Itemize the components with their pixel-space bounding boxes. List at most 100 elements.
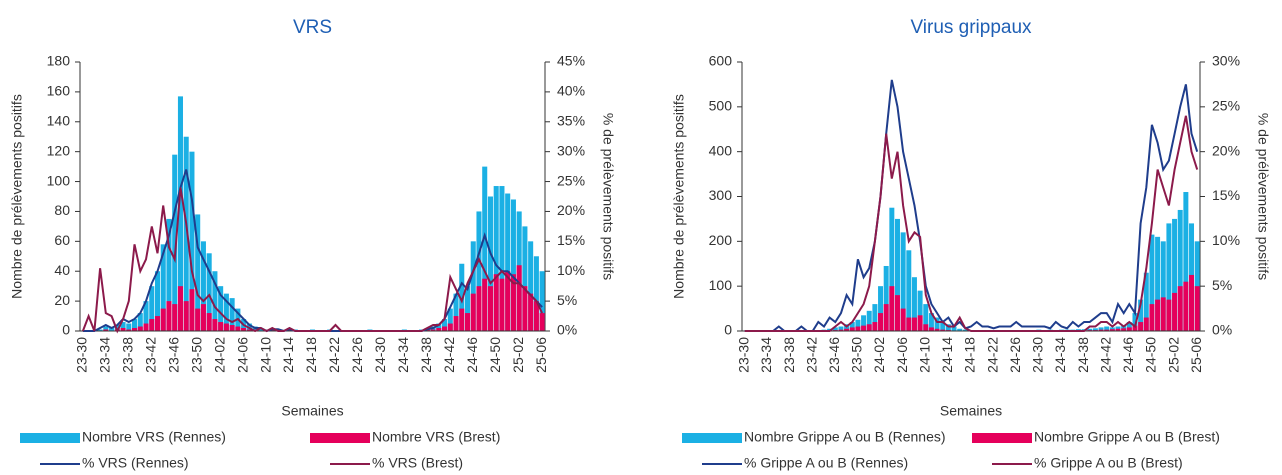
bar — [212, 319, 218, 331]
bar — [487, 196, 493, 331]
bar — [1115, 328, 1121, 331]
bar — [114, 325, 120, 331]
y2-tick-label: 20% — [557, 202, 585, 218]
x-tick-label: 24-42 — [1097, 337, 1113, 373]
bar — [464, 286, 471, 331]
y-tick-label: 100 — [709, 277, 733, 293]
bar — [1126, 327, 1132, 331]
legend-swatch — [310, 433, 370, 443]
x-tick-label: 24-06 — [894, 337, 910, 373]
bar — [522, 226, 528, 331]
bar — [962, 329, 968, 331]
bar — [149, 319, 155, 331]
bar — [940, 322, 946, 331]
bar — [447, 308, 453, 331]
bar — [934, 317, 940, 331]
y2-axis-label: % de prélèvements positifs — [1255, 113, 1271, 280]
bar — [447, 323, 453, 331]
bar — [183, 301, 189, 331]
bar — [505, 271, 511, 331]
y-tick-label: 600 — [709, 53, 733, 69]
bar — [945, 324, 951, 331]
bar — [154, 316, 161, 331]
bar — [241, 328, 247, 331]
y-tick-label: 0 — [724, 322, 732, 338]
bar — [934, 328, 940, 331]
bar — [177, 96, 183, 331]
bar — [218, 322, 224, 331]
bar — [872, 322, 878, 331]
bar — [510, 274, 516, 331]
y2-tick-label: 40% — [557, 83, 585, 99]
bar — [928, 327, 934, 331]
bar — [160, 244, 166, 331]
bar — [229, 325, 235, 331]
bar — [940, 329, 946, 331]
x-tick-label: 24-02 — [211, 337, 227, 373]
bar — [1132, 325, 1138, 331]
bar — [223, 323, 229, 331]
bar — [126, 323, 132, 331]
bar — [1177, 286, 1183, 331]
x-tick-label: 25-02 — [1165, 337, 1181, 373]
bar — [493, 274, 499, 331]
bar — [154, 271, 161, 331]
x-tick-label: 24-30 — [372, 337, 388, 373]
bar — [493, 186, 499, 331]
chart-title: VRS — [293, 17, 332, 38]
legend-label: % VRS (Brest) — [372, 455, 463, 471]
legend-label: % Grippe A ou B (Brest) — [1034, 455, 1183, 471]
bar — [149, 286, 155, 331]
bar — [1138, 299, 1144, 331]
bar — [522, 286, 528, 331]
bar — [1098, 327, 1104, 331]
bar — [1183, 281, 1189, 331]
x-tick-label: 23-38 — [119, 337, 135, 373]
bar — [516, 265, 522, 331]
bar — [166, 301, 172, 331]
y2-tick-label: 15% — [557, 232, 585, 248]
bar — [1149, 234, 1155, 331]
x-tick-label: 24-14 — [939, 337, 955, 373]
bar — [470, 293, 476, 331]
x-tick-label: 24-26 — [349, 337, 365, 373]
bar — [1172, 218, 1178, 331]
line — [744, 115, 1199, 332]
y2-tick-label: 25% — [1212, 98, 1240, 114]
bar — [160, 308, 166, 331]
bar — [132, 328, 138, 331]
bar — [223, 293, 229, 331]
y-tick-label: 0 — [62, 322, 70, 338]
bar — [1087, 328, 1093, 331]
bar — [951, 326, 957, 331]
x-tick-label: 25-06 — [533, 337, 549, 373]
bar — [1109, 329, 1115, 331]
bar — [855, 326, 861, 331]
chart-title: Virus grippaux — [910, 17, 1032, 38]
bar — [246, 329, 252, 331]
bar — [424, 329, 430, 331]
x-tick-label: 24-38 — [418, 337, 434, 373]
legend-swatch — [682, 433, 742, 443]
bar — [482, 166, 488, 331]
bar — [1160, 297, 1166, 331]
bar — [1166, 299, 1172, 331]
bar — [1092, 328, 1098, 331]
x-tick-label: 23-42 — [803, 337, 819, 373]
x-tick-label: 23-38 — [781, 337, 797, 373]
bar — [195, 214, 201, 331]
bar — [895, 218, 900, 331]
bar — [906, 250, 912, 331]
x-tick-label: 24-38 — [1075, 337, 1091, 373]
bar — [917, 290, 923, 331]
x-tick-label: 23-46 — [826, 337, 842, 373]
bar — [459, 308, 465, 331]
bar — [838, 326, 844, 331]
bar — [103, 329, 109, 331]
bar — [505, 193, 511, 331]
bar — [258, 328, 264, 331]
x-tick-label: 24-10 — [257, 337, 273, 373]
x-tick-label: 24-30 — [1030, 337, 1046, 373]
bar — [430, 329, 436, 331]
